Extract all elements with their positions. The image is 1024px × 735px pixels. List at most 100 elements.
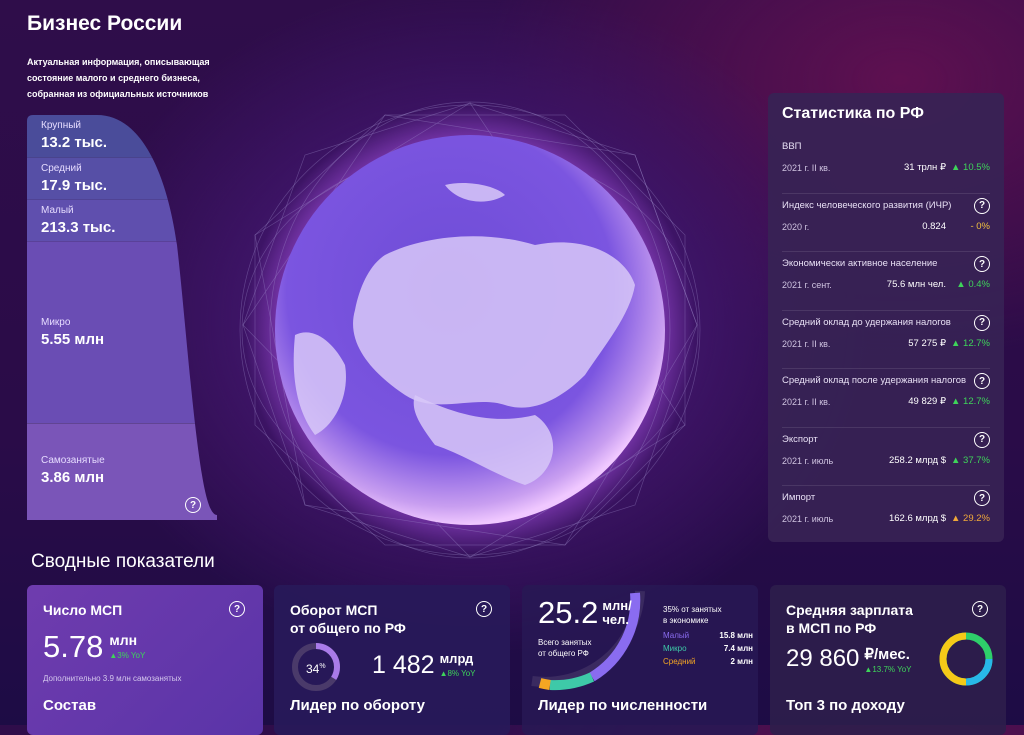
stat-label: Экспорт — [782, 433, 818, 445]
share-caption: в экономике — [663, 616, 709, 625]
stat-change: ▲ 10.5% — [951, 162, 990, 173]
segment-label: Средний — [41, 163, 82, 174]
unit: млн — [109, 632, 138, 648]
stat-date: 2020 г. — [782, 221, 810, 232]
help-icon[interactable]: ? — [229, 601, 245, 617]
stats-title: Статистика по РФ — [782, 105, 924, 122]
stat-label: Экономически активное население — [782, 258, 938, 269]
stat-date: 2021 г. июль — [782, 514, 834, 524]
breakdown-label: Микро — [663, 644, 687, 653]
segment-value: 17.9 тыс. — [41, 177, 108, 194]
stat-date: 2021 г. июль — [782, 455, 834, 466]
stat-date: 2021 г. II кв. — [782, 338, 831, 349]
stat-value: 57 275 ₽ — [908, 337, 946, 349]
donut-fill — [292, 643, 340, 691]
segment-value: 213.3 тыс. — [41, 219, 116, 236]
help-icon[interactable]: ? — [476, 601, 492, 617]
stat-label: Средний оклад до удержания налогов — [782, 316, 951, 328]
card-title: Число МСП — [43, 602, 123, 618]
segment-value: 13.2 тыс. — [41, 134, 108, 151]
stat-row: Экспорт? 2021 г. июль 258.2 млрд $ ▲ 37.7… — [782, 428, 990, 486]
segment-micro[interactable]: Микро 5.55 млн — [27, 241, 217, 423]
help-icon[interactable]: ? — [974, 373, 990, 389]
stat-value: 258.2 млрд $ — [888, 454, 946, 466]
salary-card[interactable]: Средняя зарплата в МСП по РФ ? 29 860 ₽/м… — [770, 585, 1006, 735]
stat-date: 2021 г. сент. — [782, 280, 832, 290]
globe — [239, 101, 701, 559]
rf-statistics-panel: Статистика по РФ ВВП 2021 г. II кв. 31 тр… — [768, 93, 1004, 542]
page-subtitle: Актуальная информация, описывающая состо… — [27, 57, 210, 99]
stat-row: Индекс человеческого развития (ИЧР)? 2020… — [782, 194, 990, 252]
stat-change: - 0% — [970, 220, 990, 232]
salary-value: 29 860 — [786, 645, 860, 672]
stat-row: ВВП 2021 г. II кв. 31 трлн ₽ ▲ 10.5% — [782, 135, 990, 194]
card-footer: Топ 3 по доходу — [786, 697, 905, 714]
yoy-change: ▲13.7% YoY — [864, 665, 912, 674]
turnover-share: 34% — [306, 662, 326, 676]
page-title: Бизнес России — [27, 12, 183, 35]
salary-value-group: 29 860 ₽/мес. ▲13.7% YoY — [786, 645, 911, 674]
stat-label: Средний оклад после удержания налогов — [782, 375, 967, 386]
turnover-share-donut — [292, 643, 340, 691]
stat-change: ▲ 0.4% — [956, 279, 990, 290]
breakdown-value: 15.8 млн — [719, 631, 753, 640]
segment-small[interactable]: Малый 213.3 тыс. — [27, 199, 217, 241]
stat-label: ВВП — [782, 141, 802, 152]
smb-count-card[interactable]: Число МСП ? 5.78 млн ▲3% YoY Дополнительн… — [27, 585, 263, 735]
employment-card[interactable]: 25.2 млн/чел. Всего занятых от общего РФ … — [522, 585, 758, 735]
employment-arc-chart — [531, 590, 645, 691]
card-subtitle: от общего по РФ — [290, 620, 406, 636]
breakdown-label: Малый — [663, 631, 690, 640]
summary-title: Сводные показатели — [31, 551, 215, 572]
yoy-change: ▲3% YoY — [109, 651, 146, 660]
help-icon[interactable]: ? — [974, 490, 990, 506]
segment-label: Микро — [41, 317, 71, 328]
unit: ₽/мес. — [864, 646, 910, 663]
yoy-change: ▲8% YoY — [439, 669, 476, 678]
map-landmass — [293, 183, 635, 485]
card-subtitle: в МСП по РФ — [786, 620, 877, 636]
card-footer: Лидер по численности — [538, 697, 708, 714]
arc-medium — [538, 678, 551, 690]
arc-small — [589, 592, 641, 682]
stat-row: Средний оклад до удержания налогов? 2021 … — [782, 311, 990, 369]
employment-value: 25.2 — [538, 595, 599, 630]
stat-row: Экономически активное население? 2021 г. … — [782, 252, 990, 311]
stat-row: Импорт? 2021 г. июль 162.6 млрд $ ▲ 29.2% — [782, 486, 990, 545]
help-icon[interactable]: ? — [185, 497, 201, 513]
breakdown-value: 7.4 млн — [723, 644, 753, 653]
stat-value: 75.6 млн чел. — [886, 279, 946, 290]
help-icon[interactable]: ? — [974, 256, 990, 272]
smb-count-value: 5.78 — [43, 629, 104, 664]
self-employed-note: Дополнительно 3.9 млн самозанятых — [43, 674, 182, 683]
turnover-card[interactable]: Оборот МСП от общего по РФ ? 34% 1 482 мл… — [274, 585, 510, 735]
help-icon[interactable]: ? — [974, 314, 990, 331]
business-size-funnel: Крупный 13.2 тыс. Средний 17.9 тыс. Малый 2… — [27, 115, 217, 520]
stat-date: 2021 г. II кв. — [782, 163, 831, 173]
breakdown-value: 2 млн — [730, 657, 753, 666]
segment-large[interactable]: Крупный 13.2 тыс. — [27, 115, 217, 157]
help-icon[interactable]: ? — [974, 197, 990, 214]
stat-value: 162.6 млрд $ — [888, 513, 946, 524]
caption: от общего РФ — [538, 649, 589, 658]
employment-breakdown-item: Средний 2 млн — [663, 656, 753, 667]
segment-value: 5.55 млн — [41, 331, 105, 348]
segment-medium[interactable]: Средний 17.9 тыс. — [27, 157, 217, 199]
stat-value: 49 829 ₽ — [908, 396, 946, 407]
arc-micro — [549, 672, 595, 691]
smb-count-value-group: 5.78 млн ▲3% YoY — [43, 629, 145, 665]
stat-date: 2021 г. II кв. — [782, 397, 831, 407]
stat-value: 31 трлн ₽ — [904, 162, 946, 173]
wireframe-mesh — [239, 101, 701, 559]
stat-change: ▲ 29.2% — [951, 513, 990, 524]
unit: чел. — [602, 612, 629, 627]
card-title: Средняя зарплата — [786, 602, 913, 618]
segment-label: Крупный — [41, 120, 81, 131]
employment-value-group: 25.2 млн/чел. — [538, 595, 632, 631]
help-icon[interactable]: ? — [974, 431, 990, 448]
help-icon[interactable]: ? — [972, 601, 988, 617]
stat-label: Индекс человеческого развития (ИЧР) — [782, 199, 952, 211]
segment-self-employed[interactable]: Самозанятые 3.86 млн — [27, 423, 217, 520]
salary-donut — [939, 632, 993, 686]
unit: млн/ — [602, 598, 632, 613]
